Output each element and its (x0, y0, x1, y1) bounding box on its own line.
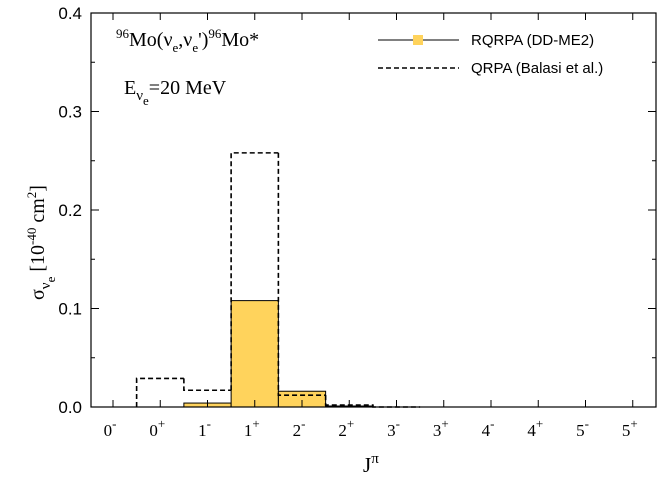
title-post: ') (198, 29, 208, 51)
x-tick-label: 3+ (433, 416, 449, 440)
x-tick-label: 3- (387, 416, 400, 440)
qrpa-step-4 (277, 152, 326, 396)
y-tick-label: 0.0 (58, 398, 82, 417)
title-base1: Mo(ν (129, 29, 173, 51)
x-tick-label: 0+ (149, 416, 165, 440)
energy-base: E (124, 77, 136, 99)
ylabel-sigma: σ (27, 289, 49, 300)
x-tick-label: 1+ (244, 416, 260, 440)
qrpa-step-2 (183, 378, 232, 392)
ylabel-sub: e (43, 276, 58, 282)
x-tick-label: 4+ (527, 416, 543, 440)
ylabel-open: [10 (27, 245, 49, 277)
ylabel-exp: -40 (24, 228, 39, 245)
legend: RQRPA (DD-ME2) QRPA (Balasi et al.) (378, 32, 603, 77)
title-mid: ,ν (178, 29, 192, 51)
x-tick-label: 2+ (338, 416, 354, 440)
ylabel-close: ] (27, 185, 49, 192)
y-tick-label: 0.2 (58, 201, 82, 220)
x-ticks: 0- 0+ 1- 1+ 2- 2+ 3- 3+ 4- 4+ 5- 5+ (104, 13, 638, 440)
bars-layer (135, 152, 421, 408)
title-sub2: e (192, 40, 198, 55)
chart-title: 96Mo(νe,νe')96Mo* (116, 26, 259, 55)
y-tick-label: 0.1 (58, 300, 82, 319)
title-base2: Mo* (221, 29, 259, 51)
x-tick-label: 4- (482, 416, 495, 440)
legend-marker-rqrpa (413, 35, 423, 45)
ylabel-unit-exp: 2 (24, 192, 39, 199)
energy-label: Eνe=20 MeV (124, 77, 227, 108)
xlabel-base: J (363, 453, 371, 477)
x-tick-label: 5- (576, 416, 589, 440)
ylabel-unit: cm (27, 198, 49, 228)
rqrpa-bar-3 (230, 300, 279, 408)
y-tick-label: 0.3 (58, 103, 82, 122)
ylabel-nu: ν (38, 282, 54, 289)
x-tick-label: 1- (198, 416, 211, 440)
x-tick-label: 0- (104, 416, 117, 440)
x-tick-label: 5+ (622, 416, 638, 440)
xlabel-sup: π (371, 451, 379, 467)
energy-sub: e (143, 93, 149, 108)
energy-nu: ν (136, 88, 143, 104)
legend-label-qrpa: QRPA (Balasi et al.) (471, 60, 603, 77)
energy-value: =20 MeV (149, 77, 227, 99)
title-sub1: e (173, 40, 179, 55)
title-sup1: 96 (116, 26, 130, 41)
qrpa-step-1 (135, 377, 184, 407)
x-axis-label: Jπ (363, 451, 379, 477)
y-axis-label: σνe [10-40 cm2] (24, 185, 58, 300)
x-tick-label: 2- (293, 416, 306, 440)
title-sup2: 96 (208, 26, 222, 41)
qrpa-step-3 (230, 152, 279, 391)
legend-label-rqrpa: RQRPA (DD-ME2) (471, 32, 594, 49)
y-tick-label: 0.4 (58, 4, 82, 23)
y-ticks: 0.0 0.1 0.2 0.3 0.4 (58, 4, 656, 417)
